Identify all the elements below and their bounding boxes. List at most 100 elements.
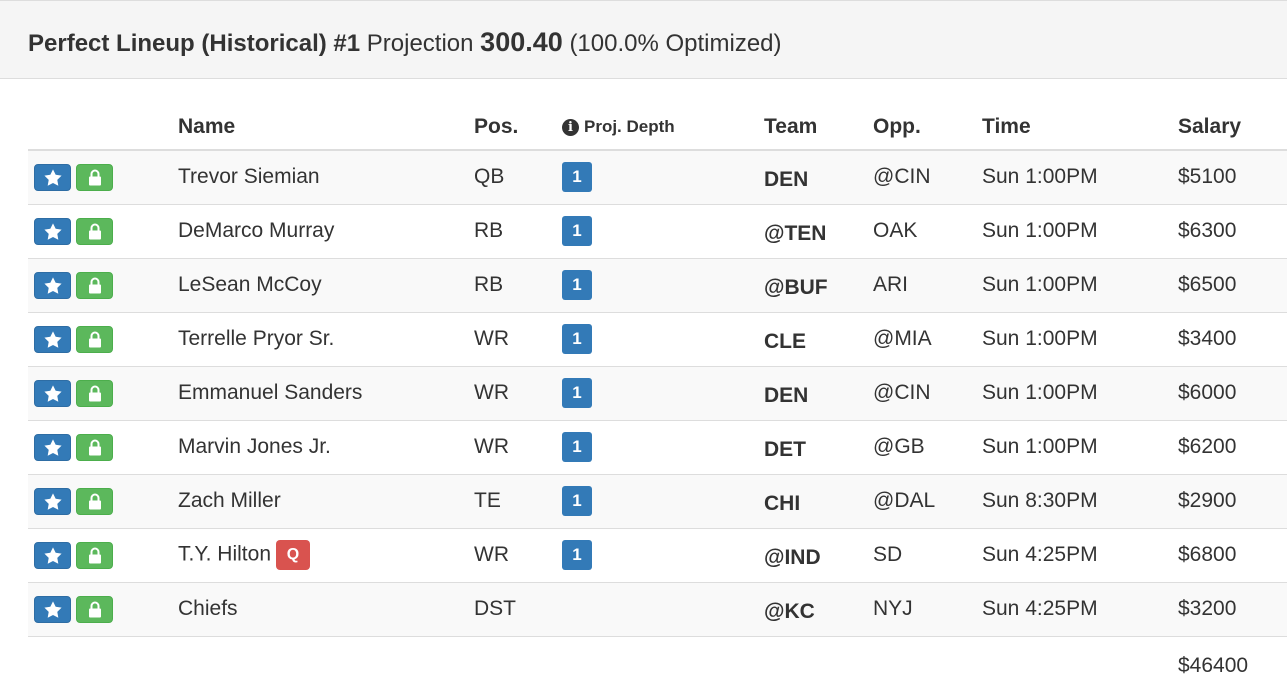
col-time[interactable]: Time xyxy=(982,104,1178,151)
table-row: Chiefs DST @KC NYJ Sun 4:25PM $3200 xyxy=(28,582,1287,637)
lock-button[interactable] xyxy=(76,379,113,407)
lock-button[interactable] xyxy=(76,217,113,245)
game-time: Sun 8:30PM xyxy=(982,474,1178,529)
favorite-button[interactable] xyxy=(34,541,71,569)
game-time: Sun 1:00PM xyxy=(982,258,1178,313)
col-depth-label: Proj. Depth xyxy=(584,116,675,136)
favorite-button[interactable] xyxy=(34,325,71,353)
player-name[interactable]: LeSean McCoy xyxy=(178,273,322,296)
col-salary[interactable]: Salary xyxy=(1178,104,1287,151)
favorite-button[interactable] xyxy=(34,271,71,299)
total-salary: $46400 xyxy=(1178,636,1287,690)
lock-button[interactable] xyxy=(76,163,113,191)
favorite-button[interactable] xyxy=(34,379,71,407)
player-name[interactable]: Marvin Jones Jr. xyxy=(178,435,331,458)
star-icon xyxy=(43,329,62,352)
col-team[interactable]: Team xyxy=(764,104,873,151)
player-salary: $6500 xyxy=(1178,258,1287,313)
lock-button[interactable] xyxy=(76,433,113,461)
favorite-button[interactable] xyxy=(34,163,71,191)
depth-badge: 1 xyxy=(562,432,592,462)
player-team: @KC xyxy=(764,582,873,637)
lock-button[interactable] xyxy=(76,541,113,569)
lock-button[interactable] xyxy=(76,325,113,353)
player-salary: $5100 xyxy=(1178,150,1287,205)
player-opp: @GB xyxy=(873,420,982,475)
player-pos: QB xyxy=(474,150,562,205)
star-icon xyxy=(43,599,62,622)
player-opp: @CIN xyxy=(873,366,982,421)
game-time: Sun 1:00PM xyxy=(982,312,1178,367)
player-team: DEN xyxy=(764,150,873,205)
lock-button[interactable] xyxy=(76,487,113,515)
game-time: Sun 1:00PM xyxy=(982,420,1178,475)
depth-badge: 1 xyxy=(562,270,592,300)
player-name[interactable]: Terrelle Pryor Sr. xyxy=(178,327,335,350)
lock-icon xyxy=(88,329,102,352)
player-opp: @CIN xyxy=(873,150,982,205)
depth-cell: 1 xyxy=(562,474,764,529)
col-depth[interactable]: i Proj. Depth xyxy=(562,104,764,151)
game-time: Sun 4:25PM xyxy=(982,528,1178,583)
player-salary: $6800 xyxy=(1178,528,1287,583)
lock-button[interactable] xyxy=(76,271,113,299)
row-actions xyxy=(28,150,178,205)
col-opp[interactable]: Opp. xyxy=(873,104,982,151)
depth-cell: 1 xyxy=(562,150,764,205)
player-name[interactable]: DeMarco Murray xyxy=(178,219,335,242)
player-name-cell: Emmanuel Sanders xyxy=(178,366,474,421)
col-pos[interactable]: Pos. xyxy=(474,104,562,151)
row-actions xyxy=(28,528,178,583)
player-salary: $3200 xyxy=(1178,582,1287,637)
star-icon xyxy=(43,491,62,514)
player-pos: TE xyxy=(474,474,562,529)
player-opp: @DAL xyxy=(873,474,982,529)
player-pos: WR xyxy=(474,366,562,421)
star-icon xyxy=(43,221,62,244)
game-time: Sun 1:00PM xyxy=(982,366,1178,421)
favorite-button[interactable] xyxy=(34,433,71,461)
player-team: @TEN xyxy=(764,204,873,259)
col-name[interactable]: Name xyxy=(178,104,474,151)
player-name[interactable]: Trevor Siemian xyxy=(178,165,320,189)
game-time: Sun 1:00PM xyxy=(982,150,1178,205)
player-opp: @MIA xyxy=(873,312,982,367)
player-salary: $2900 xyxy=(1178,474,1287,529)
favorite-button[interactable] xyxy=(34,217,71,245)
depth-cell xyxy=(562,582,764,637)
lock-icon xyxy=(88,167,102,190)
projection-label: Projection xyxy=(366,30,474,57)
table-row: Marvin Jones Jr. WR 1 DET @GB Sun 1:00PM $6200 xyxy=(28,420,1287,475)
col-actions xyxy=(28,104,178,151)
info-circle-icon[interactable]: i xyxy=(562,118,579,136)
injury-badge: Q xyxy=(276,540,310,570)
player-name[interactable]: Zach Miller xyxy=(178,489,281,512)
lock-icon xyxy=(88,599,102,622)
table-header-row: Name Pos. i Proj. Depth Team Opp. Time Sa… xyxy=(28,104,1287,151)
lock-button[interactable] xyxy=(76,595,113,623)
player-salary: $6300 xyxy=(1178,204,1287,259)
table-row: Zach Miller TE 1 CHI @DAL Sun 8:30PM $2900 xyxy=(28,474,1287,529)
player-pos: WR xyxy=(474,312,562,367)
player-name-cell: Chiefs xyxy=(178,582,474,637)
player-name[interactable]: Emmanuel Sanders xyxy=(178,381,363,404)
depth-badge: 1 xyxy=(562,540,592,570)
table-row: LeSean McCoy RB 1 @BUF ARI Sun 1:00PM $6500 xyxy=(28,258,1287,313)
depth-cell: 1 xyxy=(562,204,764,259)
player-opp: ARI xyxy=(873,258,982,313)
player-name-cell: DeMarco Murray xyxy=(178,204,474,259)
table-row: T.Y. Hilton Q WR 1 @IND SD Sun 4:25PM $6800 xyxy=(28,528,1287,583)
lock-icon xyxy=(88,275,102,298)
row-actions xyxy=(28,258,178,313)
player-team: @BUF xyxy=(764,258,873,313)
favorite-button[interactable] xyxy=(34,595,71,623)
player-name[interactable]: Chiefs xyxy=(178,597,238,620)
projection-value: 300.40 xyxy=(480,27,563,57)
player-salary: $3400 xyxy=(1178,312,1287,367)
star-icon xyxy=(43,437,62,460)
depth-badge: 1 xyxy=(562,486,592,516)
row-actions xyxy=(28,420,178,475)
lock-icon xyxy=(88,383,102,406)
player-name[interactable]: T.Y. Hilton xyxy=(178,542,271,566)
favorite-button[interactable] xyxy=(34,487,71,515)
